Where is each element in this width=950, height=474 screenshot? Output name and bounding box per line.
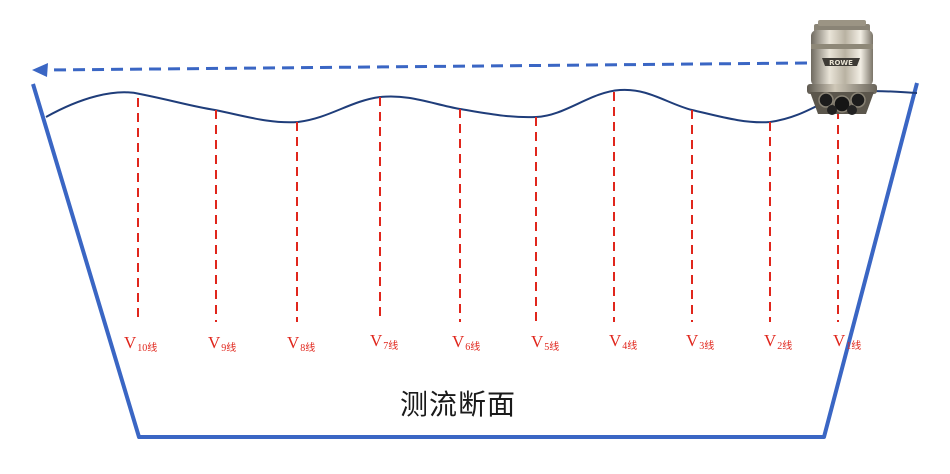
water-surface-line xyxy=(45,88,918,124)
direction-arrow-line xyxy=(45,61,808,72)
section-title: 测流断面 xyxy=(400,388,517,421)
vertical-label-8: V8线 xyxy=(287,333,316,354)
vertical-label-4: V4线 xyxy=(609,331,638,352)
adcp-device-icon: ROWE xyxy=(807,20,877,115)
vertical-label-6: V6线 xyxy=(452,332,481,353)
vertical-label-7: V7线 xyxy=(370,331,399,352)
vertical-lines xyxy=(137,92,839,322)
vertical-label-2: V2线 xyxy=(764,331,793,352)
vertical-label-5: V5线 xyxy=(531,332,560,353)
direction-arrow-head xyxy=(32,63,48,77)
vertical-label-10: V10线 xyxy=(124,333,158,354)
vertical-label-3: V3线 xyxy=(686,331,715,352)
device-brand-text: ROWE xyxy=(829,59,853,67)
channel-bed-outline xyxy=(31,82,919,439)
vertical-label-9: V9线 xyxy=(208,333,237,354)
vertical-label-1: V1线 xyxy=(833,331,862,352)
